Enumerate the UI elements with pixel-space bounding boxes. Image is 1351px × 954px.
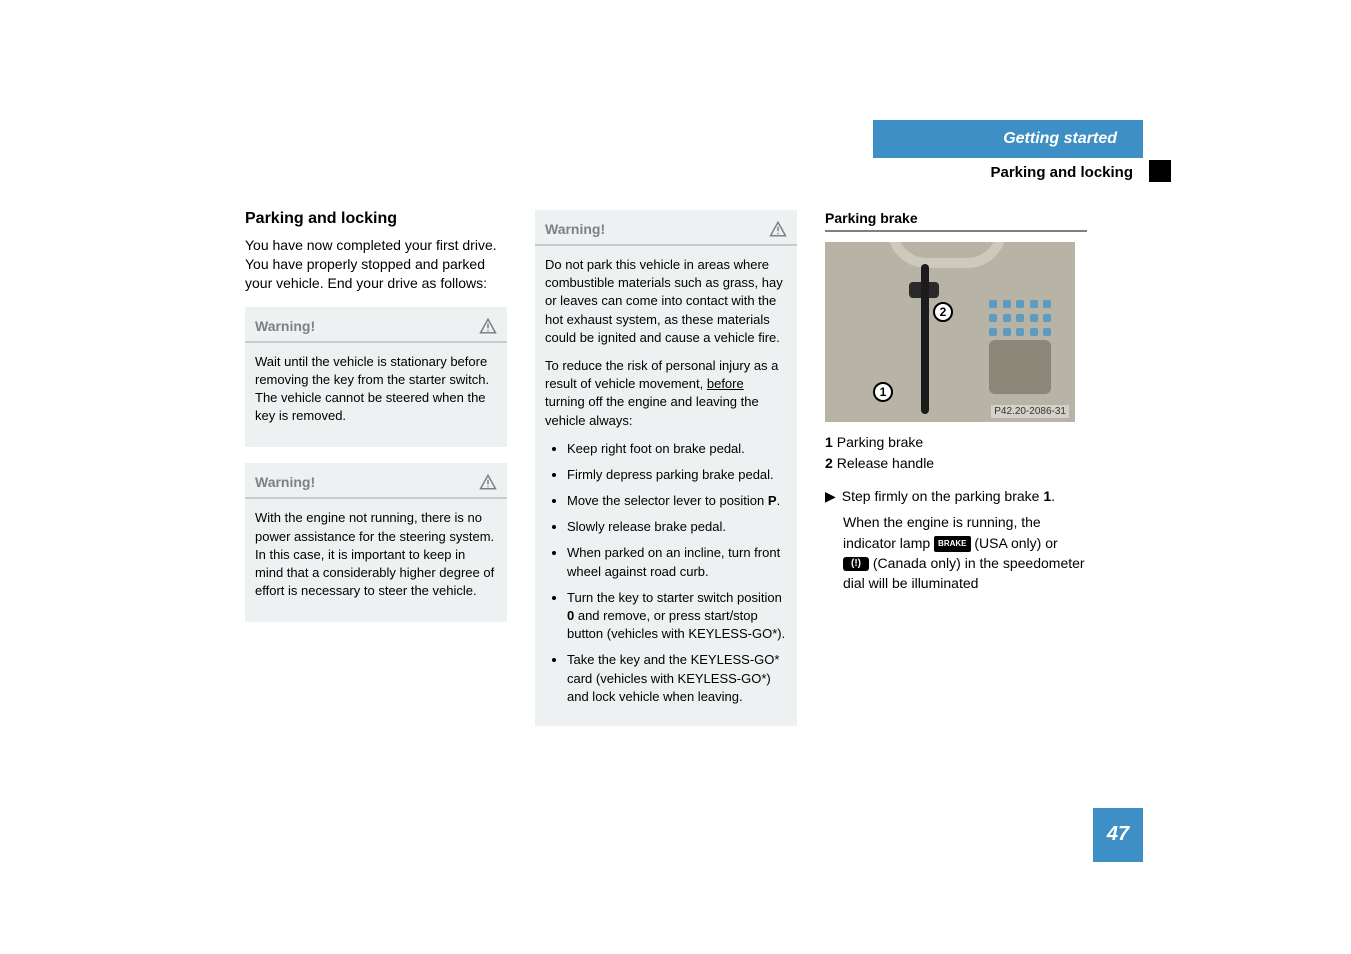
bullet-item: Keep right foot on brake pedal. xyxy=(567,440,787,458)
warning-box-3: Warning! Do not park this vehicle in are… xyxy=(535,210,797,726)
step-1: ▶ Step firmly on the parking brake 1. xyxy=(825,486,1087,506)
pedal-texture xyxy=(989,300,1053,338)
warning-p2: To reduce the risk of personal injury as… xyxy=(545,357,787,430)
warning-box-1: Warning! Wait until the vehicle is stati… xyxy=(245,307,507,448)
legend-text: Parking brake xyxy=(837,434,923,450)
bullet-item: Take the key and the KEYLESS-GO* card (v… xyxy=(567,651,787,706)
warning-title: Warning! xyxy=(255,318,315,334)
page-header: Getting started Parking and locking xyxy=(873,120,1143,187)
section-heading: Parking and locking xyxy=(245,210,507,228)
brake-lever-shape xyxy=(921,264,929,414)
warning-body: Do not park this vehicle in areas where … xyxy=(535,246,797,726)
brake-indicator-icon: BRAKE xyxy=(934,536,970,552)
warning-icon xyxy=(479,473,497,491)
figure-legend: 1Parking brake 2Release handle xyxy=(825,432,1087,474)
text: Turn the key to starter switch position xyxy=(567,590,782,605)
bullet-item: Turn the key to starter switch position … xyxy=(567,589,787,644)
content-columns: Parking and locking You have now complet… xyxy=(245,210,1105,742)
warning-body: With the engine not running, there is no… xyxy=(245,499,507,622)
legend-num: 2 xyxy=(825,455,833,471)
subsection-heading: Parking brake xyxy=(825,210,1087,232)
warning-title: Warning! xyxy=(255,474,315,490)
text: Move the selector lever to position xyxy=(567,493,768,508)
warning-body: Wait until the vehicle is stationary bef… xyxy=(245,343,507,448)
text: turning off the engine and leaving the v… xyxy=(545,394,759,427)
column-2: Warning! Do not park this vehicle in are… xyxy=(535,210,797,742)
warning-p1: Do not park this vehicle in areas where … xyxy=(545,256,787,347)
text: (Canada only) in the speedometer dial wi… xyxy=(843,555,1085,591)
legend-num: 1 xyxy=(825,434,833,450)
bullet-item: Move the selector lever to position P. xyxy=(567,492,787,510)
warning-text: Wait until the vehicle is stationary bef… xyxy=(255,353,497,426)
legend-row: 2Release handle xyxy=(825,453,1087,474)
intro-text: You have now completed your first drive.… xyxy=(245,236,507,293)
warning-text: With the engine not running, there is no… xyxy=(255,509,497,600)
warning-header: Warning! xyxy=(245,463,507,499)
callout-2: 2 xyxy=(933,302,953,322)
text: and remove, or press start/stop button (… xyxy=(567,608,785,641)
bold: P xyxy=(768,493,777,508)
manual-page: Getting started Parking and locking Park… xyxy=(245,120,1105,742)
warning-bullets: Keep right foot on brake pedal. Firmly d… xyxy=(545,440,787,706)
steering-wheel-shape xyxy=(887,242,1007,268)
callout-1: 1 xyxy=(873,382,893,402)
warning-box-2: Warning! With the engine not running, th… xyxy=(245,463,507,622)
chapter-tab: Getting started xyxy=(873,120,1143,158)
warning-title: Warning! xyxy=(545,221,605,237)
warning-header: Warning! xyxy=(535,210,797,246)
text: . xyxy=(1051,488,1055,504)
warning-icon xyxy=(769,220,787,238)
bullet-item: Slowly release brake pedal. xyxy=(567,518,787,536)
brake-indicator-canada-icon: (!) xyxy=(843,557,869,571)
underlined: before xyxy=(707,376,744,391)
figure-id: P42.20-2086-31 xyxy=(991,405,1069,418)
column-1: Parking and locking You have now complet… xyxy=(245,210,507,742)
bold: 1 xyxy=(1043,488,1051,504)
step-text: Step firmly on the parking brake xyxy=(842,488,1044,504)
bullet-item: When parked on an incline, turn front wh… xyxy=(567,544,787,580)
legend-row: 1Parking brake xyxy=(825,432,1087,453)
step-1-continuation: When the engine is running, the indicato… xyxy=(843,512,1087,593)
page-number: 47 xyxy=(1093,808,1143,862)
text: (USA only) or xyxy=(974,535,1057,551)
warning-header: Warning! xyxy=(245,307,507,343)
bullet-item: Firmly depress parking brake pedal. xyxy=(567,466,787,484)
step-arrow-icon: ▶ xyxy=(825,488,836,504)
parking-brake-figure: 1 2 P42.20-2086-31 xyxy=(825,242,1075,422)
column-3: Parking brake 1 2 P42.20-2086-31 1Parkin… xyxy=(825,210,1087,742)
text: . xyxy=(777,493,781,508)
warning-icon xyxy=(479,317,497,335)
section-tab: Parking and locking xyxy=(873,158,1143,187)
accelerator-pedal-shape xyxy=(989,340,1051,394)
legend-text: Release handle xyxy=(837,455,934,471)
